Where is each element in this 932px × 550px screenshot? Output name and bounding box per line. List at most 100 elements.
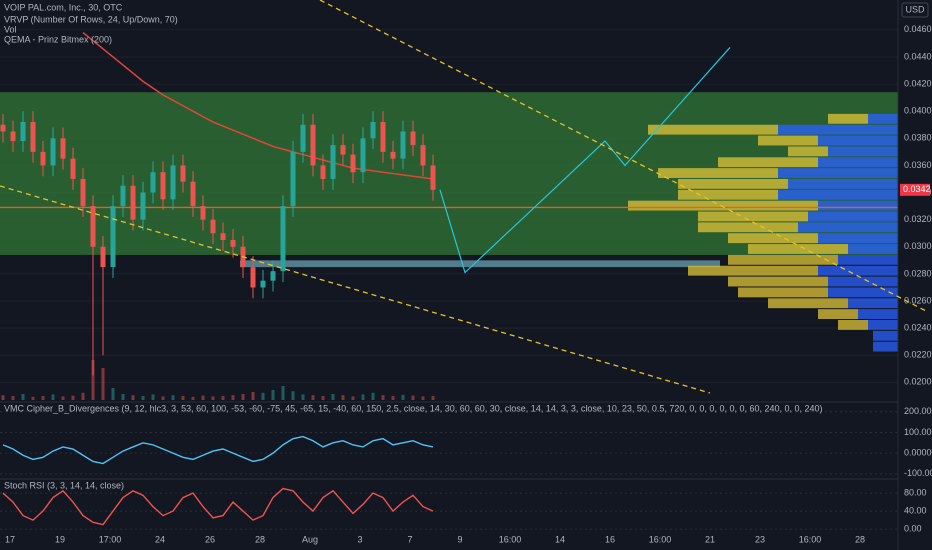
stoch-line: [2, 487, 434, 526]
volume-bar: [31, 396, 35, 400]
vp-up: [718, 157, 818, 168]
volume-bar: [341, 395, 345, 400]
y-tick-label: 0.0280: [904, 268, 932, 278]
candle-body: [120, 185, 126, 207]
candle-body: [430, 165, 436, 190]
volume-bar: [211, 396, 215, 400]
candle-body: [390, 151, 396, 159]
vp-down: [778, 189, 898, 200]
candle-body: [410, 131, 416, 146]
volume-bar: [191, 396, 195, 400]
x-tick-label: 19: [55, 534, 65, 544]
vp-up: [738, 287, 828, 298]
candle-body: [150, 172, 156, 193]
volume-bar: [261, 392, 265, 400]
volume-bar: [1, 395, 5, 400]
candle-body: [280, 206, 286, 272]
y-tick-label: 0.0400: [904, 106, 932, 116]
candle-body: [220, 233, 226, 240]
vp-up: [698, 222, 798, 233]
y-tick-label: 40.00: [904, 505, 927, 515]
candle-body: [80, 178, 86, 207]
vp-up: [728, 254, 838, 265]
y-tick-label: 0.0380: [904, 133, 932, 143]
indicator-label: Stoch RSI (3, 3, 14, 14, close): [4, 480, 124, 490]
vp-up: [728, 276, 828, 287]
volume-bar: [301, 394, 305, 400]
vp-up: [648, 124, 778, 135]
candle-body: [50, 138, 56, 166]
candle-body: [100, 246, 106, 268]
y-tick-label: 0.0360: [904, 160, 932, 170]
volume-bar: [71, 395, 75, 400]
candle-body: [140, 192, 146, 220]
volume-bar: [171, 395, 175, 400]
vp-down: [838, 254, 898, 265]
volume-bar: [311, 395, 315, 400]
volume-bar: [51, 394, 55, 400]
x-tick-label: 21: [705, 534, 715, 544]
vp-down: [818, 135, 898, 146]
last-price: 0.0342: [903, 184, 931, 194]
vp-down: [868, 113, 898, 124]
volume-bar: [401, 394, 405, 400]
vp-up: [728, 233, 818, 244]
support-band: [240, 260, 720, 268]
volume-bar: [111, 388, 115, 400]
vp-up: [788, 146, 828, 157]
candle-body: [90, 206, 96, 247]
y-tick-label: 0.0320: [904, 214, 932, 224]
y-tick-label: 0.0440: [904, 51, 932, 61]
candle-body: [170, 165, 176, 200]
y-tick-label: 0.0260: [904, 295, 932, 305]
trendline: [319, 0, 929, 313]
candle-body: [180, 165, 186, 182]
volume-bar: [151, 394, 155, 400]
volume-bar: [61, 396, 65, 400]
volume-bar: [221, 396, 225, 400]
candle-body: [0, 124, 6, 132]
x-tick-label: 3: [357, 534, 362, 544]
y-tick-label: 0.0300: [904, 241, 932, 251]
candle-body: [250, 267, 256, 288]
candle-body: [160, 172, 166, 200]
vp-down: [848, 244, 898, 254]
x-tick-label: 17: [5, 534, 15, 544]
volume-bar: [251, 392, 255, 400]
volume-bar: [241, 394, 245, 400]
volume-bar: [411, 395, 415, 400]
x-tick-label: 24: [155, 534, 165, 544]
x-tick-label: 23: [755, 534, 765, 544]
volume-bar: [361, 394, 365, 400]
volume-bar: [281, 386, 285, 400]
x-tick-label: 7: [407, 534, 412, 544]
vp-up: [828, 113, 868, 124]
candle-body: [310, 124, 316, 166]
symbol-title: VOIP PAL.com, Inc., 30, OTC: [4, 2, 123, 12]
vp-down: [848, 298, 898, 309]
volume-bar: [81, 392, 85, 400]
candle-body: [70, 158, 76, 179]
candle-body: [340, 145, 346, 155]
y-tick-label: 0.00: [904, 523, 922, 533]
y-tick-label: 80.00: [904, 487, 927, 497]
y-tick-label: 0.0200: [904, 377, 932, 387]
candle-body: [290, 151, 296, 207]
candle-body: [200, 206, 206, 220]
vp-down: [828, 287, 898, 298]
volume-bar: [381, 395, 385, 400]
candle-body: [420, 145, 426, 166]
currency-box[interactable]: [901, 2, 929, 18]
candle-body: [360, 138, 366, 173]
vp-down: [788, 178, 898, 189]
x-tick-label: 9: [457, 534, 462, 544]
x-tick-label: 16:00: [499, 534, 522, 544]
candle-body: [130, 185, 136, 220]
indicator-label: QEMA - Prinz Bitmex (200): [4, 34, 112, 44]
vp-down: [828, 276, 898, 287]
candle-body: [260, 280, 266, 288]
vp-down: [778, 124, 898, 135]
y-tick-label: 0.000000: [904, 448, 932, 458]
x-tick-label: 28: [855, 534, 865, 544]
vp-up: [758, 135, 818, 146]
